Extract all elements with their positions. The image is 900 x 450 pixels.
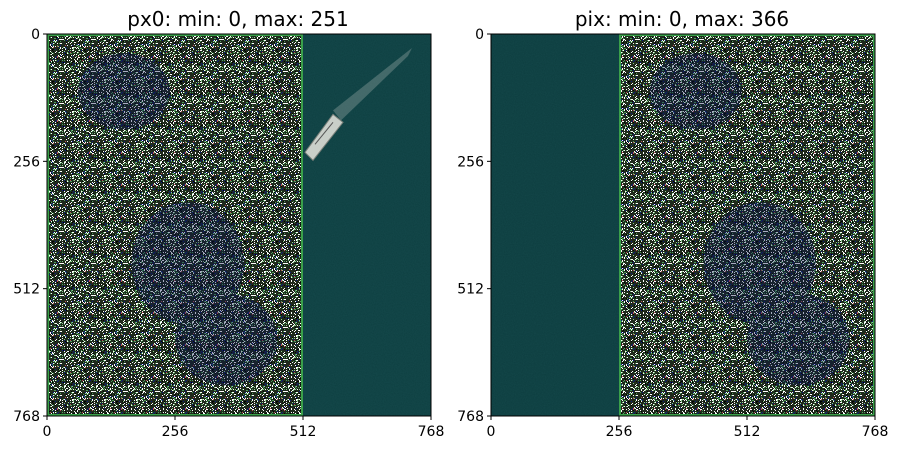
x-tick-label: 512 (290, 424, 317, 440)
region-border (47, 34, 303, 416)
axes-frame (490, 33, 876, 417)
x-tick-label: 256 (162, 424, 189, 440)
x-axis: 0 256 512 768 (487, 416, 889, 440)
x-tick-label: 0 (43, 424, 52, 440)
x-tick-label: 512 (734, 424, 761, 440)
panel-pix: pix: min: 0, max: 366 0 256 512 768 0 256 512… (457, 7, 888, 440)
noise-region (47, 34, 303, 416)
water-texture (303, 34, 431, 416)
y-tick-label: 512 (13, 282, 40, 298)
y-axis: 0 256 512 768 (13, 27, 47, 425)
x-tick-label: 768 (862, 424, 889, 440)
y-tick-label: 0 (475, 27, 484, 43)
image-area (490, 33, 876, 417)
y-tick-label: 768 (457, 409, 484, 425)
y-axis: 0 256 512 768 (457, 27, 491, 425)
x-axis: 0 256 512 768 (43, 416, 445, 440)
ship-icon (304, 47, 412, 162)
x-tick-label: 768 (418, 424, 445, 440)
y-tick-label: 0 (31, 27, 40, 43)
y-tick-label: 768 (13, 409, 40, 425)
noise-dark-clumps (649, 53, 850, 386)
region-border (619, 34, 875, 416)
y-tick-label: 256 (13, 154, 40, 170)
water-texture (491, 34, 619, 416)
noise-dark-clumps (77, 53, 278, 386)
x-tick-label: 256 (606, 424, 633, 440)
image-area (46, 33, 432, 417)
axes-frame (46, 33, 432, 417)
noise-region (619, 34, 875, 416)
panel-title: pix: min: 0, max: 366 (575, 7, 789, 31)
x-tick-label: 0 (487, 424, 496, 440)
panel-px0: px0: min: 0, max: 251 0 256 512 768 0 256 512… (13, 7, 444, 440)
y-tick-label: 512 (457, 282, 484, 298)
panel-title: px0: min: 0, max: 251 (127, 7, 348, 31)
y-tick-label: 256 (457, 154, 484, 170)
